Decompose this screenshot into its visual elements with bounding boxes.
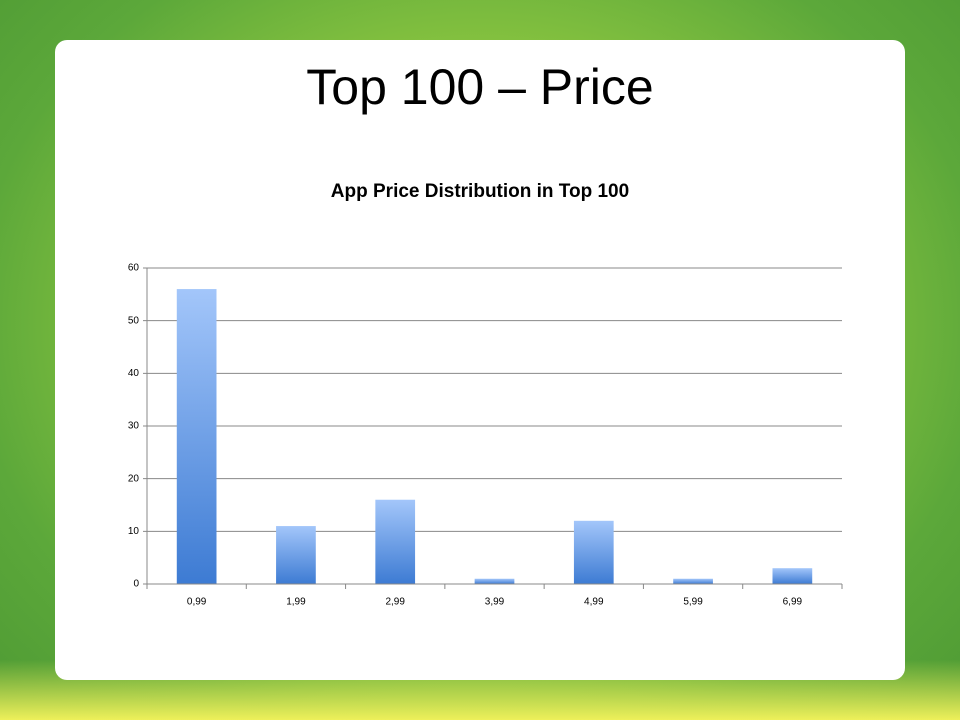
x-tick-label: 2,99 (385, 597, 405, 608)
x-tick-label: 1,99 (286, 597, 306, 608)
bar (176, 289, 217, 584)
y-tick-label: 50 (128, 315, 140, 326)
chart-title: App Price Distribution in Top 100 (331, 181, 629, 202)
bar (673, 578, 713, 584)
bar (375, 499, 416, 584)
y-tick-label: 60 (128, 263, 140, 274)
x-tick-label: 0,99 (187, 597, 207, 608)
y-tick-label: 20 (128, 473, 140, 484)
bar (772, 568, 813, 584)
y-tick-label: 10 (128, 526, 140, 537)
y-tick-label: 0 (133, 579, 139, 590)
bar (573, 520, 614, 584)
y-tick-label: 40 (128, 368, 140, 379)
x-tick-label: 6,99 (783, 597, 803, 608)
x-tick-label: 5,99 (683, 597, 703, 608)
bar (474, 578, 515, 584)
x-tick-label: 4,99 (584, 597, 604, 608)
slide-title: Top 100 – Price (306, 59, 654, 115)
y-tick-label: 30 (128, 421, 140, 432)
bar (276, 526, 316, 584)
x-tick-label: 3,99 (485, 597, 505, 608)
